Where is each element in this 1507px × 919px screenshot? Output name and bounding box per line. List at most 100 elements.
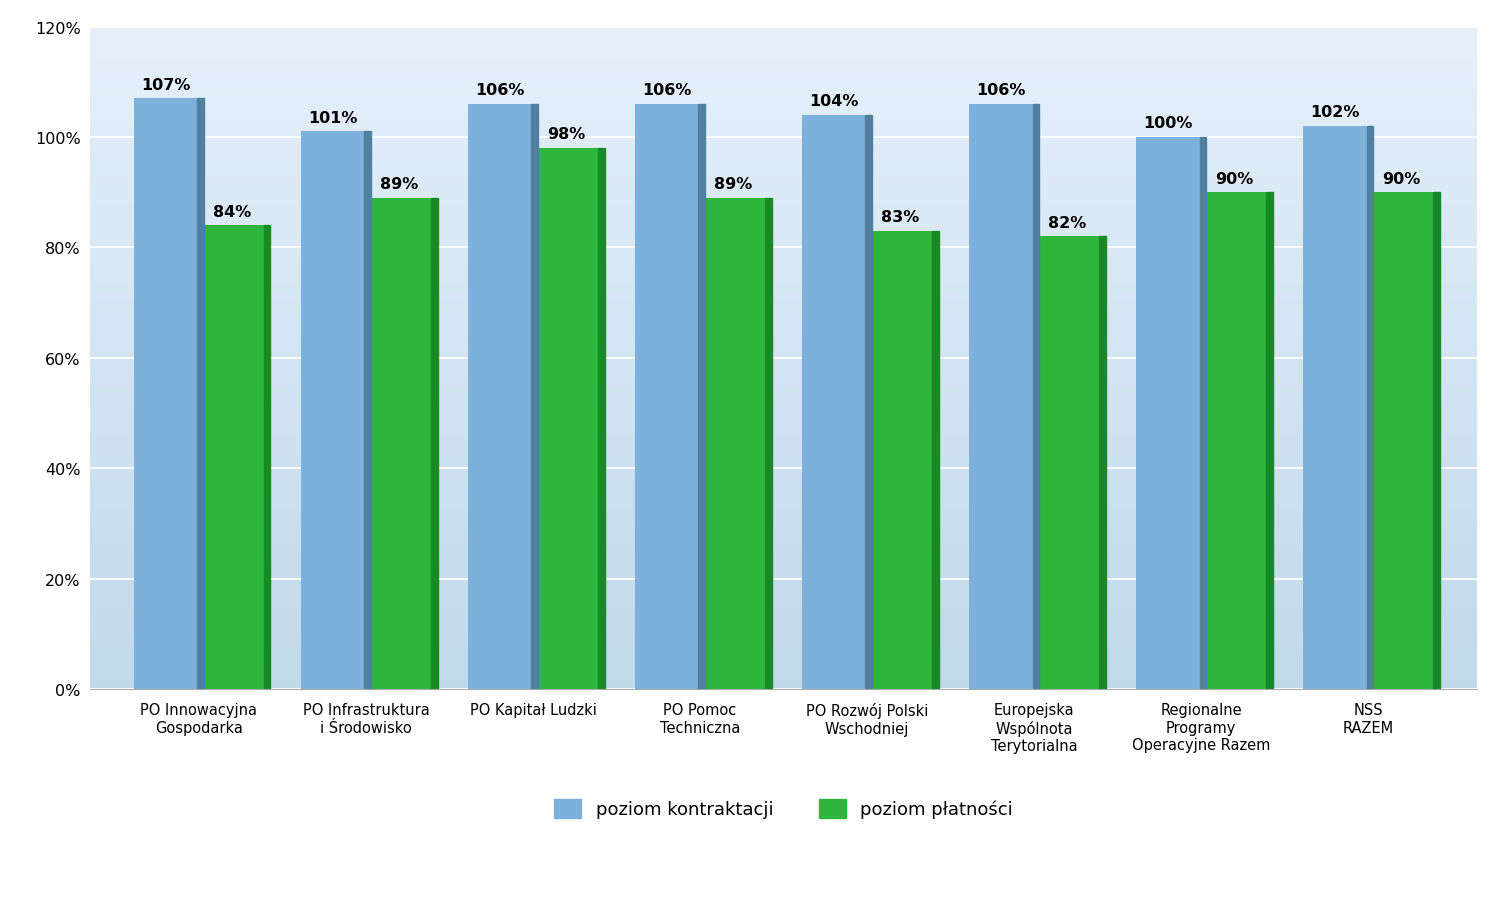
Bar <box>90 325 1477 329</box>
Bar <box>90 342 1477 346</box>
Bar <box>90 296 1477 299</box>
Text: 100%: 100% <box>1144 116 1192 131</box>
Bar <box>90 352 1477 355</box>
Bar <box>1099 237 1106 689</box>
Bar <box>1266 193 1273 689</box>
Bar <box>90 71 1477 74</box>
Bar <box>90 309 1477 312</box>
Bar <box>90 445 1477 448</box>
Bar <box>90 123 1477 127</box>
Bar <box>90 236 1477 239</box>
Bar <box>90 573 1477 577</box>
Bar <box>90 418 1477 421</box>
Bar <box>90 137 1477 140</box>
Bar <box>90 127 1477 130</box>
Bar <box>90 355 1477 358</box>
Bar <box>90 282 1477 286</box>
Bar <box>90 338 1477 342</box>
Bar <box>90 249 1477 253</box>
Bar <box>90 150 1477 153</box>
Bar <box>90 170 1477 173</box>
Bar <box>90 74 1477 77</box>
Bar <box>90 623 1477 627</box>
Bar <box>90 679 1477 683</box>
Bar <box>90 48 1477 51</box>
Bar <box>90 494 1477 497</box>
Bar <box>90 206 1477 210</box>
Bar <box>90 226 1477 230</box>
Bar <box>90 511 1477 514</box>
Bar <box>90 28 1477 31</box>
Bar <box>1136 138 1200 689</box>
Bar <box>200 226 264 689</box>
Bar <box>90 276 1477 279</box>
Bar <box>90 329 1477 332</box>
Bar <box>90 147 1477 150</box>
Bar <box>90 507 1477 511</box>
Bar <box>90 362 1477 365</box>
Bar <box>90 640 1477 643</box>
Bar <box>264 226 270 689</box>
Bar <box>90 292 1477 296</box>
Bar <box>90 140 1477 143</box>
Bar <box>90 120 1477 123</box>
Bar <box>90 388 1477 391</box>
Bar <box>90 425 1477 428</box>
Bar <box>90 243 1477 246</box>
Bar <box>766 199 772 689</box>
Bar <box>90 408 1477 412</box>
Bar <box>90 213 1477 216</box>
Bar <box>90 64 1477 67</box>
Bar <box>90 603 1477 607</box>
Bar <box>90 577 1477 580</box>
Bar <box>90 183 1477 187</box>
Bar <box>90 630 1477 633</box>
Bar <box>90 143 1477 147</box>
Text: 106%: 106% <box>475 83 524 98</box>
Bar <box>870 232 933 689</box>
Bar <box>90 633 1477 636</box>
Bar <box>90 617 1477 619</box>
Bar <box>90 501 1477 504</box>
Bar <box>90 607 1477 610</box>
Bar <box>90 187 1477 189</box>
Bar <box>90 553 1477 557</box>
Bar <box>90 34 1477 38</box>
Bar <box>90 563 1477 567</box>
Text: 89%: 89% <box>714 176 752 192</box>
Bar <box>90 404 1477 408</box>
Bar <box>90 517 1477 520</box>
Bar <box>90 272 1477 276</box>
Bar <box>90 193 1477 197</box>
Bar <box>90 656 1477 660</box>
Bar <box>90 199 1477 203</box>
Bar <box>90 381 1477 385</box>
Bar <box>90 666 1477 669</box>
Bar <box>90 464 1477 468</box>
Bar <box>90 474 1477 478</box>
Bar <box>90 156 1477 160</box>
Bar <box>1200 138 1206 689</box>
Bar <box>90 484 1477 487</box>
Bar <box>1370 193 1433 689</box>
Bar <box>90 51 1477 54</box>
Bar <box>90 100 1477 104</box>
Text: 106%: 106% <box>642 83 692 98</box>
Text: 89%: 89% <box>380 176 419 192</box>
Bar <box>90 38 1477 40</box>
Bar <box>90 497 1477 501</box>
Bar <box>535 149 598 689</box>
Text: 90%: 90% <box>1216 171 1254 187</box>
Bar <box>90 263 1477 266</box>
Bar <box>90 255 1477 259</box>
Bar <box>90 431 1477 435</box>
Bar <box>1203 193 1266 689</box>
Bar <box>90 332 1477 335</box>
Bar <box>90 412 1477 414</box>
Bar <box>90 160 1477 164</box>
Bar <box>90 619 1477 623</box>
Bar <box>969 105 1032 689</box>
Bar <box>90 590 1477 594</box>
Bar <box>90 652 1477 656</box>
Bar <box>90 44 1477 48</box>
